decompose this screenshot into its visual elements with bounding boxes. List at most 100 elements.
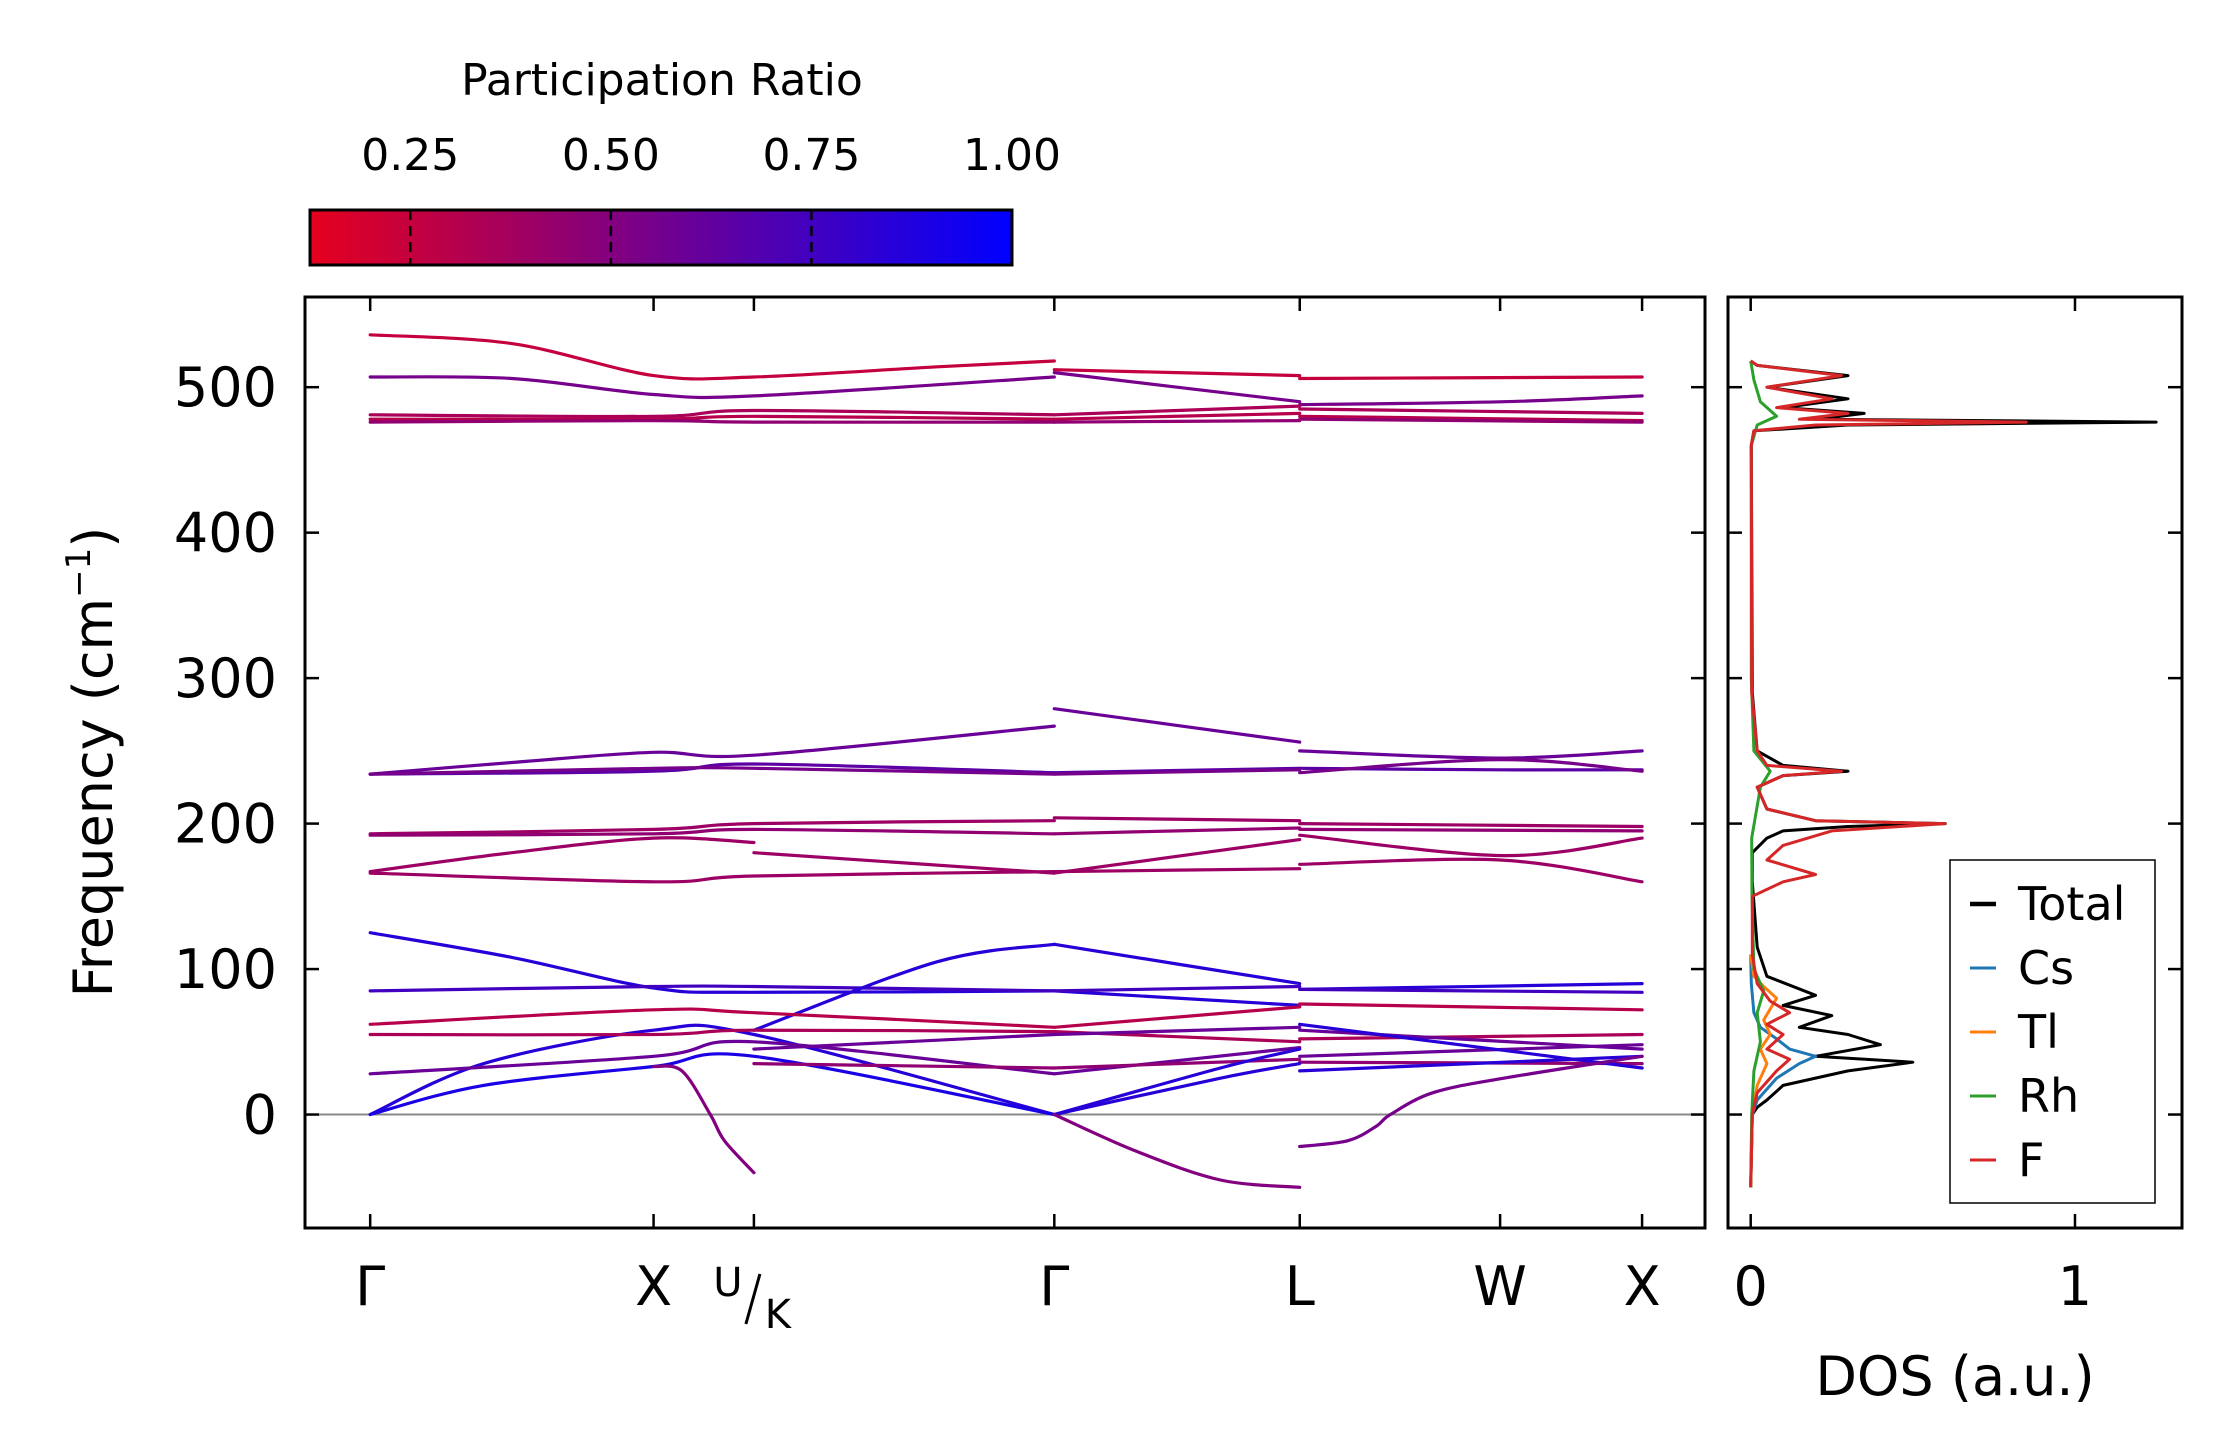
colorbar-tick-label: 1.00 [963,130,1061,181]
y-tick-label: 300 [174,647,277,710]
band-branch [1052,419,1302,424]
band-branch [1298,394,1644,407]
branches [368,333,1644,1189]
band-branch [1298,1043,1644,1058]
y-tick-label: 0 [243,1084,277,1147]
kpoint-label-fraction: UK [713,1260,793,1338]
band-branch [1052,411,1302,421]
band-branch [1052,768,1302,776]
band-branch [1298,417,1644,424]
band-branch [1298,822,1644,829]
band-branch [1052,707,1302,744]
legend-label: Rh [2018,1069,2079,1123]
kpoint-label: Γ [1039,1255,1069,1318]
band-branch [1298,1022,1644,1070]
legend-label: Tl [2017,1005,2059,1059]
band-branch [368,984,1056,993]
dos-line-rh [1749,360,1779,1188]
band-branch [1052,404,1302,417]
band-branch [1298,757,1644,775]
band-branch [1298,1028,1644,1051]
band-branch [1298,827,1644,833]
band-branch [368,765,1056,776]
y-tick-label: 500 [174,356,277,419]
band-branch [368,836,756,874]
band-branch [1298,375,1644,381]
dos-x-tick-label: 1 [2058,1255,2092,1318]
band-branch [368,1039,1056,1076]
kpoint-label-bottom: K [765,1292,793,1338]
band-branch [1298,749,1644,760]
band-branch [368,870,1056,884]
band-branch [1052,942,1302,986]
legend: Total Cs Tl Rh F [1949,859,2156,1204]
dos-line-f [1749,359,2028,1188]
kpoint-label-top: U [713,1260,742,1306]
y-tick-label: 400 [174,502,277,565]
band-branch [1052,1112,1302,1189]
band-branch [652,1064,756,1175]
band-branch [1298,407,1644,415]
colorbar-tick-label: 0.50 [562,130,660,181]
band-branch [368,1023,1056,1117]
kpoint-label: X [1624,1255,1661,1318]
colorbar-gradient [308,208,1014,267]
band-branch [752,1032,1056,1051]
band-branch [1052,826,1302,836]
y-tick-label: 200 [174,793,277,856]
dos-x-axis-label: DOS (a.u.) [1815,1345,2094,1408]
colorbar-tick-label: 0.75 [762,130,860,181]
band-branch [1052,867,1302,874]
band-branch [368,408,1056,419]
legend-label: Total [2017,877,2125,931]
band-branch [1052,1062,1302,1117]
band-branch [1298,1054,1644,1073]
dos-curves [1749,359,2158,1188]
dos-axes-frame [1726,295,2184,1230]
kpoint-label: L [1285,1255,1315,1318]
band-branch [368,1007,1056,1029]
band-branch [368,819,1056,836]
band-branch [1298,414,1644,423]
y-axis-label: Frequency (cm−1) [59,527,125,998]
band-branch [368,931,1056,994]
band-branch [368,333,1056,381]
band-branch [1052,371,1302,404]
dos-x-tick-label: 0 [1734,1255,1768,1318]
band-branch [1052,1047,1302,1117]
band-branch [752,851,1056,875]
band-branch [1052,1005,1302,1029]
band-branch [368,418,1056,424]
colorbar-tick-label: 0.25 [361,130,459,181]
kpoint-label: Γ [355,1255,385,1318]
kpoint-label: W [1473,1255,1526,1318]
band-branch [368,414,1056,422]
y-tick-label: 100 [174,938,277,1001]
band-branch [1298,1032,1644,1041]
band-branch [368,1052,1056,1117]
band-branch [368,724,1056,776]
legend-label: F [2018,1133,2044,1187]
band-branch [1052,368,1302,378]
dos-panel: 0 1 DOS (a.u.) Total Cs Tl Rh F [1726,295,2184,1408]
band-branch [1052,1046,1302,1076]
band-axes-frame [303,295,1707,1230]
band-branch [1298,857,1644,884]
band-branch [1298,833,1644,858]
band-branch [1052,984,1302,993]
band-branch [368,827,1056,837]
band-branch [1298,987,1644,994]
legend-label: Cs [2018,941,2074,995]
band-branch [1052,816,1302,823]
band-branch [1052,1057,1302,1070]
colorbar-label: Participation Ratio [461,55,863,106]
band-branch [368,375,1056,400]
fraction-slash [744,1273,762,1325]
band-branch [752,1062,1056,1070]
band-branch [1298,1002,1644,1012]
band-branch [1052,1025,1302,1037]
kpoint-label: X [635,1255,672,1318]
